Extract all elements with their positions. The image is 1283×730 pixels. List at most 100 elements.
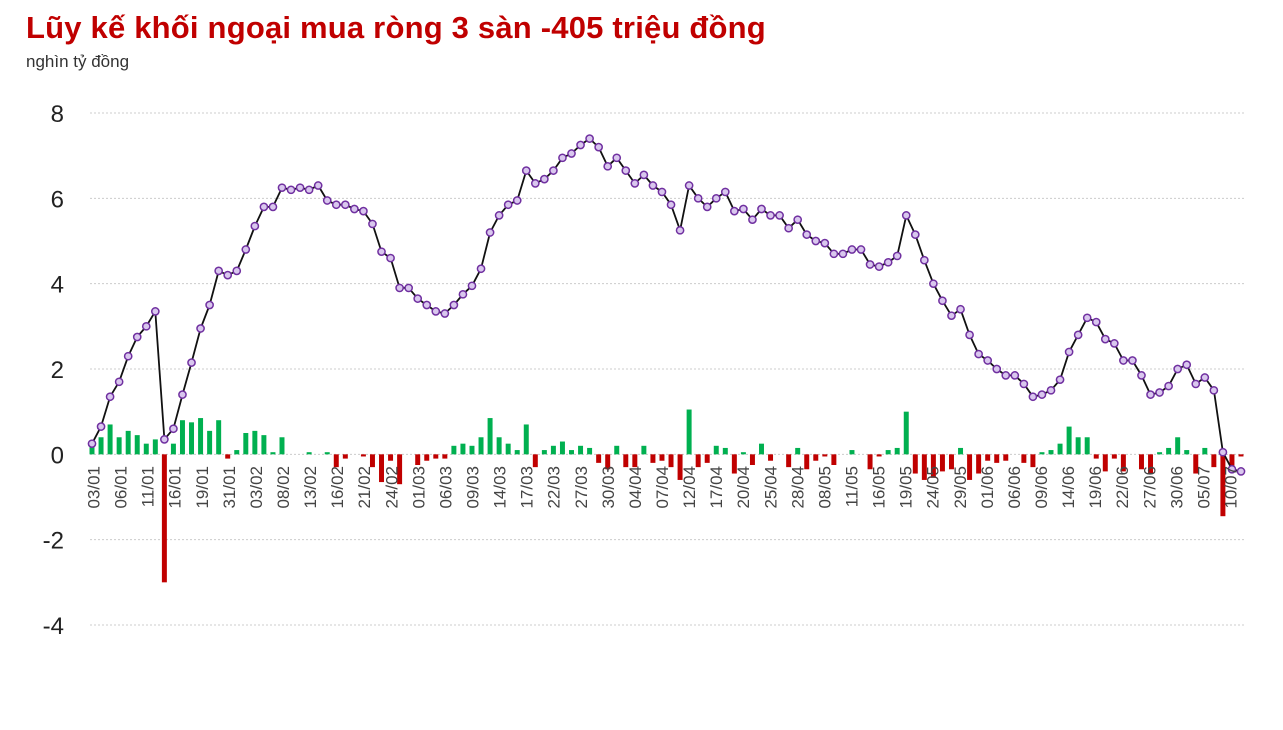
x-tick-label: 16/01 <box>166 466 185 509</box>
x-tick-label: 07/04 <box>653 466 672 509</box>
daily-net-bar <box>722 447 728 455</box>
cumulative-point <box>1119 356 1128 365</box>
cumulative-point <box>802 230 812 239</box>
cumulative-point <box>1064 347 1074 357</box>
daily-net-bar <box>587 447 593 455</box>
x-tick-label: 27/06 <box>1140 466 1159 509</box>
cumulative-point <box>105 392 115 402</box>
cumulative-point <box>567 149 576 158</box>
daily-net-bar <box>1157 452 1163 455</box>
x-tick-label: 30/03 <box>599 466 618 509</box>
x-tick-label: 17/03 <box>518 466 537 509</box>
daily-net-bar <box>867 454 873 470</box>
daily-net-bar <box>1021 454 1027 463</box>
cumulative-point <box>449 300 459 310</box>
x-tick-label: 08/05 <box>815 466 834 509</box>
daily-net-bar <box>930 454 936 478</box>
cumulative-point <box>892 251 902 261</box>
daily-net-bar <box>795 447 801 455</box>
daily-net-bar <box>731 454 737 474</box>
cumulative-point <box>123 351 133 361</box>
cumulative-point <box>232 266 242 276</box>
x-tick-label: 11/01 <box>139 466 158 507</box>
cumulative-point <box>956 304 965 314</box>
cumulative-point <box>241 245 251 254</box>
x-tick-label: 03/01 <box>84 466 103 509</box>
cumulative-point <box>114 377 124 387</box>
daily-net-bar <box>541 450 547 455</box>
y-tick-label: 8 <box>51 101 64 128</box>
y-tick-label: 2 <box>51 357 64 384</box>
daily-net-bar <box>1039 452 1045 455</box>
cumulative-point <box>440 309 450 318</box>
x-tick-label: 22/06 <box>1113 466 1132 509</box>
y-tick-label: 4 <box>51 272 64 299</box>
daily-net-bar <box>1166 447 1172 455</box>
cumulative-point <box>883 257 893 267</box>
daily-net-bar <box>442 454 448 459</box>
cumulative-point <box>1164 381 1173 391</box>
daily-net-bar <box>207 430 213 455</box>
daily-net-bar <box>668 454 674 468</box>
x-tick-label: 01/06 <box>978 466 997 509</box>
cumulative-point <box>711 193 721 203</box>
x-tick-label: 31/01 <box>220 466 239 509</box>
chart-title: Lũy kế khối ngoại mua ròng 3 sàn -405 tr… <box>26 10 766 45</box>
cumulative-point <box>1046 385 1056 395</box>
x-tick-label: 16/05 <box>870 466 889 509</box>
cumulative-point <box>838 249 848 259</box>
x-tick-label: 09/06 <box>1032 466 1051 509</box>
cumulative-point <box>485 228 495 237</box>
cumulative-point <box>603 161 613 171</box>
cumulative-point <box>702 202 712 212</box>
x-tick-label: 21/02 <box>355 466 374 509</box>
daily-net-bar <box>967 454 973 480</box>
cumulative-point <box>775 211 784 220</box>
daily-net-bar <box>487 418 493 455</box>
daily-net-bar <box>958 447 964 455</box>
line-layer <box>91 137 1242 473</box>
cumulative-point <box>160 435 169 444</box>
daily-net-bar <box>740 452 746 455</box>
daily-net-bar <box>1138 454 1144 470</box>
cumulative-point <box>1082 313 1092 323</box>
cumulative-point <box>512 196 522 205</box>
daily-net-bar <box>1193 454 1199 474</box>
cumulative-point <box>947 311 956 321</box>
daily-net-bar <box>749 454 755 465</box>
daily-net-bar <box>822 454 828 457</box>
cumulative-point <box>530 179 540 188</box>
daily-net-bar <box>198 418 204 455</box>
cumulative-point <box>938 296 947 306</box>
cumulative-point <box>476 264 486 274</box>
daily-net-bar <box>1120 454 1126 472</box>
x-tick-label: 25/04 <box>761 466 780 509</box>
daily-net-bar <box>831 454 837 465</box>
daily-net-bar <box>804 454 810 470</box>
cumulative-point <box>521 166 531 175</box>
cumulative-point <box>992 364 1002 374</box>
y-tick-label: 6 <box>51 186 64 213</box>
cumulative-point <box>910 230 920 239</box>
cumulative-point <box>196 324 205 333</box>
daily-net-bar <box>1003 454 1009 461</box>
cumulative-point <box>340 200 350 210</box>
cumulative-point <box>929 279 938 289</box>
cumulative-point <box>295 183 305 193</box>
daily-net-bar <box>1075 437 1081 455</box>
daily-net-bar <box>279 437 285 455</box>
cumulative-point <box>1001 371 1011 380</box>
daily-net-bar <box>360 454 366 457</box>
daily-net-bar <box>1102 454 1108 472</box>
cumulative-point <box>630 179 640 188</box>
cumulative-point <box>503 200 513 210</box>
daily-net-bar <box>388 454 394 461</box>
daily-net-bar <box>1202 447 1208 455</box>
cumulative-point <box>1218 447 1228 457</box>
daily-net-bar <box>460 443 466 455</box>
x-tick-label: 24/05 <box>924 466 943 509</box>
x-tick-label: 11/05 <box>842 466 861 507</box>
daily-net-bar <box>849 450 855 455</box>
daily-net-bar <box>1111 454 1117 459</box>
